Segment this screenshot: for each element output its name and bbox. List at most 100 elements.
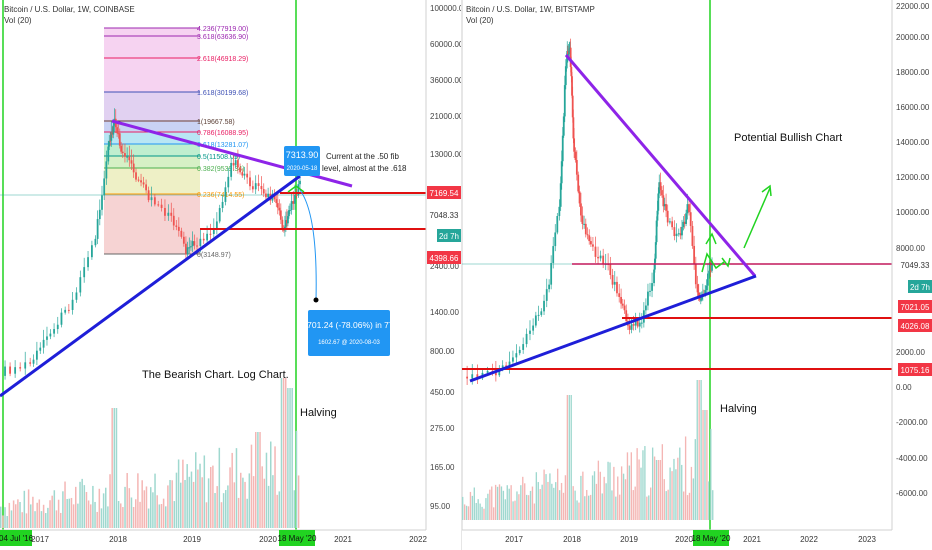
volume-bar <box>203 455 206 528</box>
candle-body <box>295 194 298 196</box>
annotation-price-box[interactable] <box>284 146 320 176</box>
candle-body <box>167 212 170 216</box>
volume-bar <box>128 488 131 528</box>
candle-body <box>669 221 671 223</box>
right-volume-label[interactable]: Vol (20) <box>466 16 494 25</box>
candles <box>4 108 301 380</box>
measure-subtext: 1602.67 @ 2020-08-03 <box>318 340 380 346</box>
candle-body <box>634 320 637 326</box>
volume-bar <box>280 378 283 528</box>
candle-body <box>681 226 683 236</box>
candle-body <box>562 116 565 136</box>
volume-bar <box>173 501 176 528</box>
volume-bar <box>231 452 233 528</box>
left-volume-label[interactable]: Vol (20) <box>4 16 32 25</box>
volume-bar <box>586 489 588 520</box>
volume-bar <box>529 490 532 520</box>
right-chart-canvas[interactable]: Potential Bullish Chart Halving 22000.00… <box>462 0 932 550</box>
candle-body <box>704 290 707 295</box>
volume-bar <box>553 487 555 520</box>
candle-body <box>135 172 137 180</box>
candle-body <box>567 50 569 55</box>
volume-bar <box>642 450 644 520</box>
descending-trendline <box>564 54 757 277</box>
volume-bar <box>117 501 120 528</box>
volume-bar <box>467 506 470 520</box>
volume-bar <box>620 466 623 520</box>
fib-label: 0(3148.97) <box>197 252 231 259</box>
volume-bar <box>589 494 592 520</box>
left-chart-panel[interactable]: 4.236(77919.00) 3.618(63636.90) 2.618(4691… <box>0 0 462 550</box>
volume-bar <box>555 482 557 520</box>
x-tick-2021: 2021 <box>334 535 352 544</box>
left-symbol-title[interactable]: Bitcoin / U.S. Dollar, 1W, COINBASE <box>4 5 135 14</box>
volume-bar <box>539 489 541 520</box>
volume-bar <box>591 475 594 520</box>
candle-body <box>693 245 696 264</box>
candle-body <box>9 366 11 374</box>
volume-bar <box>147 508 150 528</box>
fib-label: 0.786(16088.95) <box>197 130 248 137</box>
volume-bar <box>462 496 464 520</box>
y-tick-label: 10000.00 <box>896 208 930 217</box>
green-check-mark <box>287 185 305 193</box>
volume-bar <box>25 513 28 528</box>
right-symbol-title[interactable]: Bitcoin / U.S. Dollar, 1W, BITSTAMP <box>466 5 595 14</box>
volume-bar <box>145 486 148 528</box>
volume-bar <box>512 501 514 520</box>
fib-zone-3 <box>104 122 200 132</box>
volume-bar <box>240 472 242 528</box>
volume-bar <box>8 502 11 528</box>
candle-body <box>241 172 244 176</box>
volume-bar <box>566 395 569 520</box>
volume-bar <box>626 452 629 520</box>
candle-body <box>209 233 212 235</box>
candle-body <box>611 275 614 285</box>
volume-bar <box>632 490 634 520</box>
volume-bar <box>113 408 116 528</box>
volume-bar <box>130 497 133 528</box>
price-tag-red-1-text: 7169.54 <box>430 189 459 198</box>
candle-body <box>150 197 153 201</box>
measure-box[interactable] <box>308 310 390 356</box>
candle-body <box>46 336 48 340</box>
candle-body <box>290 201 293 211</box>
fib-labels: 4.236(77919.00)3.618(63636.90) 2.618(4691… <box>197 26 248 259</box>
fib-label: 4.236(77919.00) <box>197 26 248 33</box>
volume-bar <box>648 495 650 520</box>
left-chart-canvas[interactable]: 4.236(77919.00)3.618(63636.90) 2.618(4691… <box>0 0 462 550</box>
x-tick-2017: 2017 <box>31 535 49 544</box>
right-chart-panel[interactable]: Potential Bullish Chart Halving 22000.00… <box>462 0 932 550</box>
candle-body <box>243 173 246 176</box>
volume-bar <box>156 495 158 528</box>
measure-end-point <box>313 297 319 303</box>
volume-bar <box>90 504 92 528</box>
volume-bar <box>124 486 126 528</box>
volume-bar <box>619 494 621 520</box>
candle-body <box>142 182 145 185</box>
panel-divider[interactable] <box>461 0 463 550</box>
volume-bar <box>79 481 81 528</box>
volume-bar <box>514 500 516 520</box>
volume-bar <box>659 460 662 520</box>
candle-body <box>636 320 639 327</box>
volume-bar <box>506 485 508 520</box>
volume-bar <box>210 467 212 528</box>
right-chart-header: Bitcoin / U.S. Dollar, 1W, BITSTAMP Vol … <box>466 4 595 26</box>
volume-bar <box>560 482 563 520</box>
volume-bar <box>235 448 238 528</box>
ascending-trendline <box>469 274 757 383</box>
candle-body <box>182 236 185 244</box>
volume-bar <box>85 492 88 528</box>
volume-bar <box>120 503 122 528</box>
candle-body <box>694 263 697 285</box>
volume-bar <box>491 486 493 520</box>
small-arrow-down <box>721 257 731 268</box>
candle-body <box>628 325 631 330</box>
volume-bar <box>81 478 83 528</box>
volume-bar <box>169 479 171 528</box>
volume-bar <box>267 485 270 528</box>
candle-body <box>571 76 573 96</box>
volume-bar <box>229 467 231 528</box>
volume-bar <box>498 484 501 520</box>
